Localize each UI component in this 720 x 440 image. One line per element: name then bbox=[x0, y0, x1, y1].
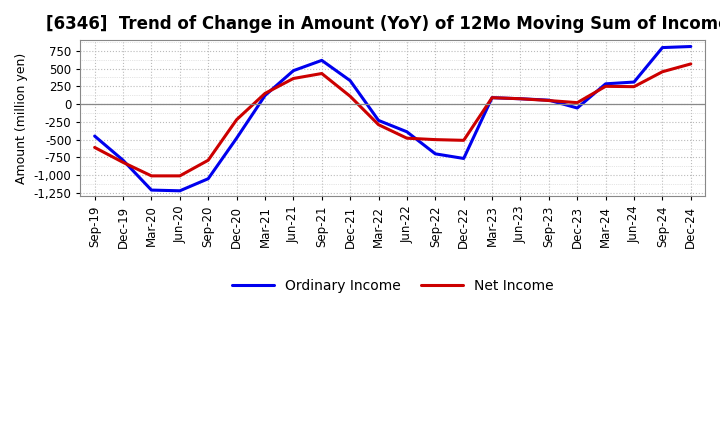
Net Income bbox=[686, 61, 695, 66]
Line: Net Income: Net Income bbox=[94, 64, 690, 176]
Ordinary Income bbox=[686, 44, 695, 49]
Ordinary Income bbox=[318, 58, 326, 63]
Y-axis label: Amount (million yen): Amount (million yen) bbox=[15, 53, 28, 184]
Net Income bbox=[459, 138, 468, 143]
Net Income bbox=[261, 91, 269, 96]
Title: [6346]  Trend of Change in Amount (YoY) of 12Mo Moving Sum of Incomes: [6346] Trend of Change in Amount (YoY) o… bbox=[46, 15, 720, 33]
Legend: Ordinary Income, Net Income: Ordinary Income, Net Income bbox=[226, 274, 559, 299]
Ordinary Income bbox=[261, 93, 269, 98]
Ordinary Income bbox=[459, 156, 468, 161]
Ordinary Income bbox=[204, 176, 212, 181]
Net Income bbox=[90, 145, 99, 150]
Ordinary Income bbox=[487, 95, 496, 100]
Ordinary Income bbox=[374, 118, 383, 123]
Ordinary Income bbox=[658, 45, 667, 50]
Net Income bbox=[630, 84, 639, 89]
Net Income bbox=[289, 76, 297, 81]
Ordinary Income bbox=[431, 151, 440, 157]
Net Income bbox=[431, 137, 440, 142]
Net Income bbox=[119, 160, 127, 165]
Ordinary Income bbox=[119, 158, 127, 163]
Ordinary Income bbox=[233, 136, 241, 141]
Ordinary Income bbox=[573, 105, 582, 110]
Ordinary Income bbox=[630, 79, 639, 84]
Net Income bbox=[516, 96, 525, 101]
Ordinary Income bbox=[516, 96, 525, 101]
Ordinary Income bbox=[176, 188, 184, 194]
Ordinary Income bbox=[90, 133, 99, 139]
Ordinary Income bbox=[346, 78, 354, 83]
Ordinary Income bbox=[402, 129, 411, 135]
Net Income bbox=[346, 94, 354, 99]
Net Income bbox=[544, 98, 553, 103]
Net Income bbox=[573, 100, 582, 105]
Net Income bbox=[233, 117, 241, 122]
Net Income bbox=[176, 173, 184, 179]
Net Income bbox=[402, 136, 411, 141]
Net Income bbox=[318, 71, 326, 76]
Ordinary Income bbox=[601, 81, 610, 87]
Net Income bbox=[658, 69, 667, 74]
Net Income bbox=[374, 122, 383, 127]
Ordinary Income bbox=[147, 187, 156, 193]
Net Income bbox=[487, 95, 496, 100]
Net Income bbox=[601, 84, 610, 89]
Ordinary Income bbox=[289, 68, 297, 73]
Net Income bbox=[147, 173, 156, 179]
Ordinary Income bbox=[544, 98, 553, 103]
Line: Ordinary Income: Ordinary Income bbox=[94, 47, 690, 191]
Net Income bbox=[204, 158, 212, 163]
